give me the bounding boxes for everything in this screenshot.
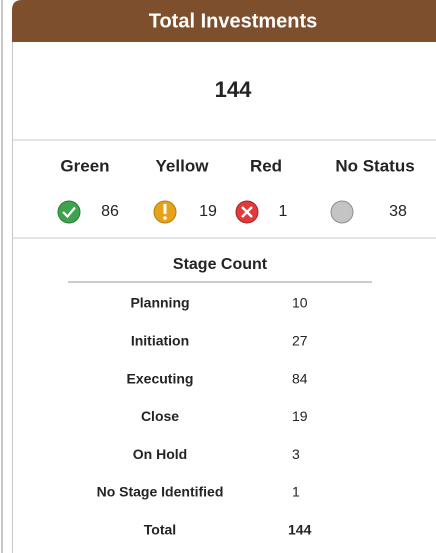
status-label: No Status [335, 156, 414, 175]
header-title: Total Investments [149, 10, 318, 32]
stage-count: 3 [292, 446, 300, 462]
status-count: 19 [199, 203, 217, 220]
card-header [12, 0, 436, 42]
total-value: 144 [215, 77, 252, 102]
yellow-icon [153, 200, 177, 224]
status-label: Yellow [156, 156, 210, 175]
stage-table-title: Stage Count [173, 256, 268, 273]
total-label: Total [144, 522, 176, 538]
red-icon [235, 200, 259, 224]
status-count: 1 [279, 203, 288, 220]
stage-label: Executing [127, 370, 194, 386]
stage-count: 19 [292, 408, 308, 424]
stage-label: Close [141, 408, 179, 424]
total-count: 144 [288, 522, 312, 538]
gray-icon [330, 200, 354, 224]
stage-label: Planning [130, 295, 189, 311]
status-count: 86 [101, 203, 119, 220]
stage-count: 1 [292, 484, 300, 500]
status-label: Green [60, 156, 109, 175]
stage-label: On Hold [133, 446, 187, 462]
stage-count: 27 [292, 333, 308, 349]
stage-count: 84 [292, 370, 308, 386]
green-icon [57, 200, 81, 224]
stage-count: 10 [292, 295, 308, 311]
status-label: Red [250, 156, 282, 175]
status-count: 38 [389, 203, 407, 220]
stage-label: Initiation [131, 333, 189, 349]
stage-label: No Stage Identified [97, 484, 224, 500]
